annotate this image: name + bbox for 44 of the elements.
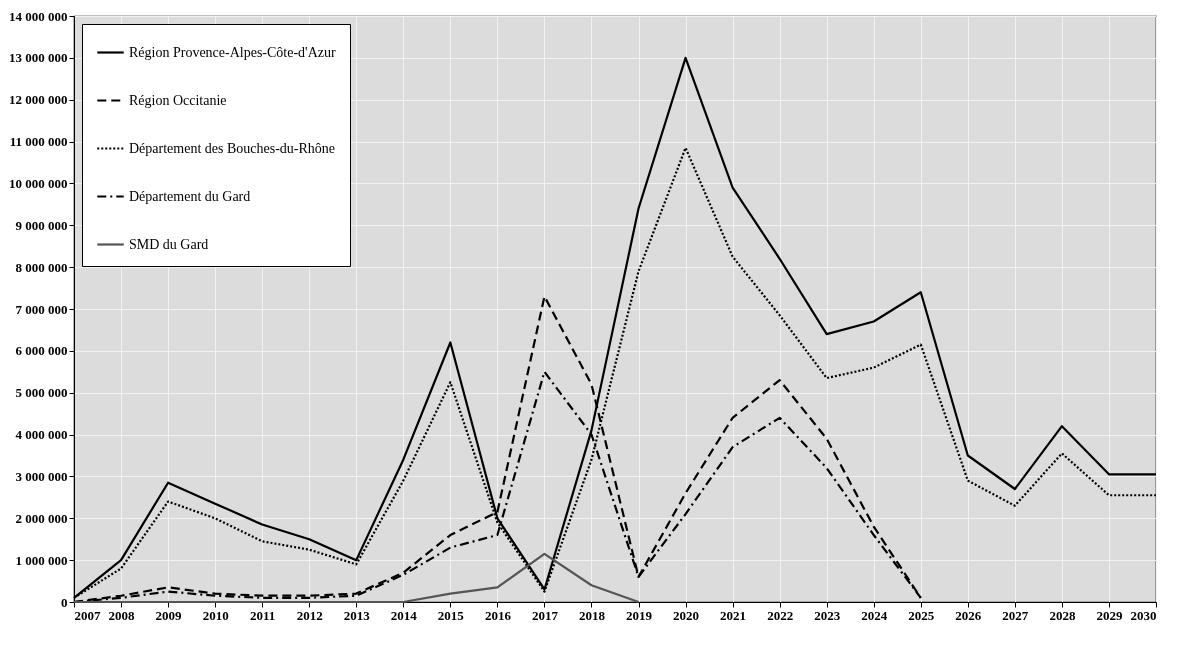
x-tick-label: 2026	[955, 607, 982, 623]
x-tick-label: 2023	[814, 607, 841, 623]
legend-label: Département des Bouches-du-Rhône	[129, 140, 336, 156]
x-tick-label: 2017	[531, 607, 559, 623]
x-tick-label: 2019	[626, 607, 653, 623]
x-tick-label: 2029	[1096, 607, 1123, 623]
x-tick-label: 2025	[908, 607, 935, 623]
y-tick-label: 2 000 000	[15, 510, 68, 526]
x-tick-label: 2020	[673, 607, 700, 623]
y-tick-label: 3 000 000	[15, 468, 68, 484]
x-tick-label: 2021	[720, 607, 747, 623]
y-tick-label: 1 000 000	[15, 552, 68, 568]
legend-label: Région Provence-Alpes-Côte-d'Azur	[129, 44, 336, 60]
x-tick-label: 2008	[108, 607, 136, 623]
y-tick-label: 13 000 000	[9, 50, 68, 66]
x-tick-label: 2018	[578, 607, 606, 623]
x-tick-label: 2007	[74, 607, 101, 623]
x-tick-label: 2013	[343, 607, 371, 623]
y-tick-label: 14 000 000	[9, 8, 68, 24]
y-tick-label: 0	[61, 594, 68, 610]
x-tick-label: 2009	[155, 607, 183, 623]
legend-label: Département du Gard	[129, 188, 251, 204]
y-tick-label: 10 000 000	[9, 175, 68, 191]
x-tick-label: 2027	[1002, 607, 1029, 623]
legend-label: Région Occitanie	[129, 92, 227, 108]
x-tick-label: 2022	[767, 607, 794, 623]
x-tick-label: 2016	[484, 607, 512, 623]
y-tick-label: 5 000 000	[15, 385, 68, 401]
x-tick-label: 2011	[250, 607, 276, 623]
x-tick-label: 2030	[1130, 607, 1157, 623]
y-tick-label: 11 000 000	[9, 134, 68, 150]
y-tick-label: 4 000 000	[15, 427, 68, 443]
x-tick-label: 2014	[390, 607, 418, 623]
y-tick-label: 8 000 000	[15, 259, 68, 275]
x-tick-label: 2010	[202, 607, 229, 623]
y-tick-label: 12 000 000	[9, 92, 68, 108]
x-tick-label: 2015	[437, 607, 465, 623]
y-tick-label: 9 000 000	[15, 217, 68, 233]
legend-label: SMD du Gard	[129, 236, 209, 252]
x-tick-label: 2024	[861, 607, 888, 623]
x-tick-label: 2028	[1049, 607, 1076, 623]
y-tick-label: 7 000 000	[15, 301, 68, 317]
y-tick-label: 6 000 000	[15, 343, 68, 359]
x-tick-label: 2012	[296, 607, 323, 623]
